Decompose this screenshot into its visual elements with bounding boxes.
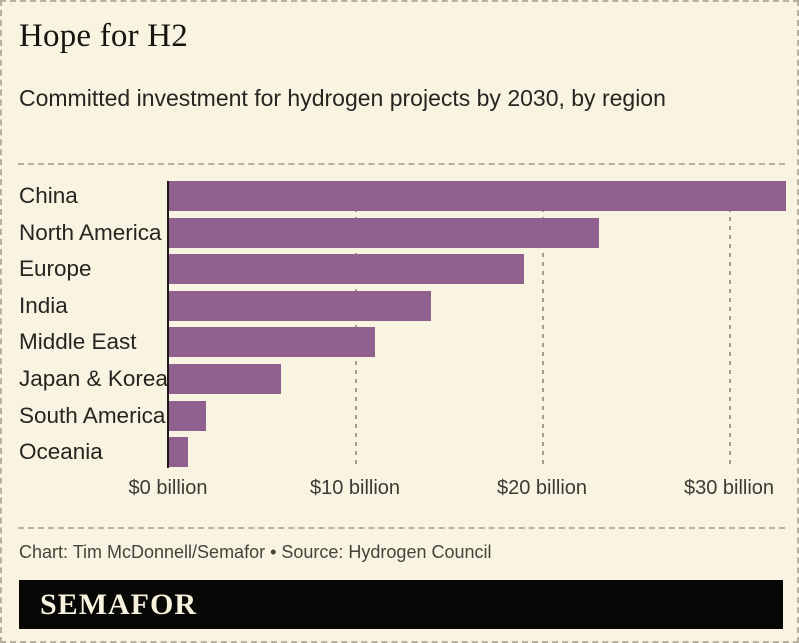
bar-middle-east (169, 327, 375, 358)
bar-china (169, 181, 787, 212)
bar-row: India (2, 290, 797, 321)
category-label: Japan & Korea (19, 366, 168, 392)
bar-south-america (169, 400, 207, 431)
x-axis-tick-label: $30 billion (683, 477, 775, 499)
bar-row: South America (2, 400, 797, 431)
gridline-20b (542, 181, 544, 465)
bar-row: Middle East (2, 327, 797, 358)
bar-row: North America (2, 217, 797, 248)
header-separator (18, 163, 785, 165)
bar-chart: China North America Europe India Middle … (2, 181, 797, 499)
chart-subtitle: Committed investment for hydrogen projec… (19, 85, 666, 111)
credit-line: Chart: Tim McDonnell/Semafor • Source: H… (19, 542, 492, 562)
category-label: South America (19, 402, 166, 428)
chart-title: Hope for H2 (19, 18, 188, 54)
semafor-logo-bar: SEMAFOR (19, 580, 783, 629)
bar-india (169, 290, 431, 321)
x-axis-tick-label: $20 billion (496, 477, 588, 499)
semafor-logo: SEMAFOR (40, 588, 197, 621)
gridline-10b (355, 181, 357, 465)
category-label: China (19, 183, 78, 209)
footer-separator (18, 527, 785, 529)
x-axis-tick-label: $0 billion (128, 477, 208, 499)
category-label: India (19, 292, 68, 318)
category-label: North America (19, 219, 162, 245)
bar-north-america (169, 217, 600, 248)
bar-oceania (169, 437, 188, 468)
category-label: Europe (19, 256, 92, 282)
bar-row: Japan & Korea (2, 363, 797, 395)
y-axis-line (167, 181, 169, 468)
bar-row: Europe (2, 254, 797, 285)
gridline-30b (729, 181, 731, 465)
category-label: Oceania (19, 439, 103, 465)
bar-japan-korea (169, 363, 282, 395)
x-axis-tick-label: $10 billion (309, 477, 401, 499)
category-label: Middle East (19, 329, 137, 355)
bar-row: China (2, 181, 797, 212)
bar-europe (169, 254, 525, 285)
bar-row: Oceania (2, 437, 797, 468)
bar-rows: China North America Europe India Middle … (2, 181, 797, 474)
